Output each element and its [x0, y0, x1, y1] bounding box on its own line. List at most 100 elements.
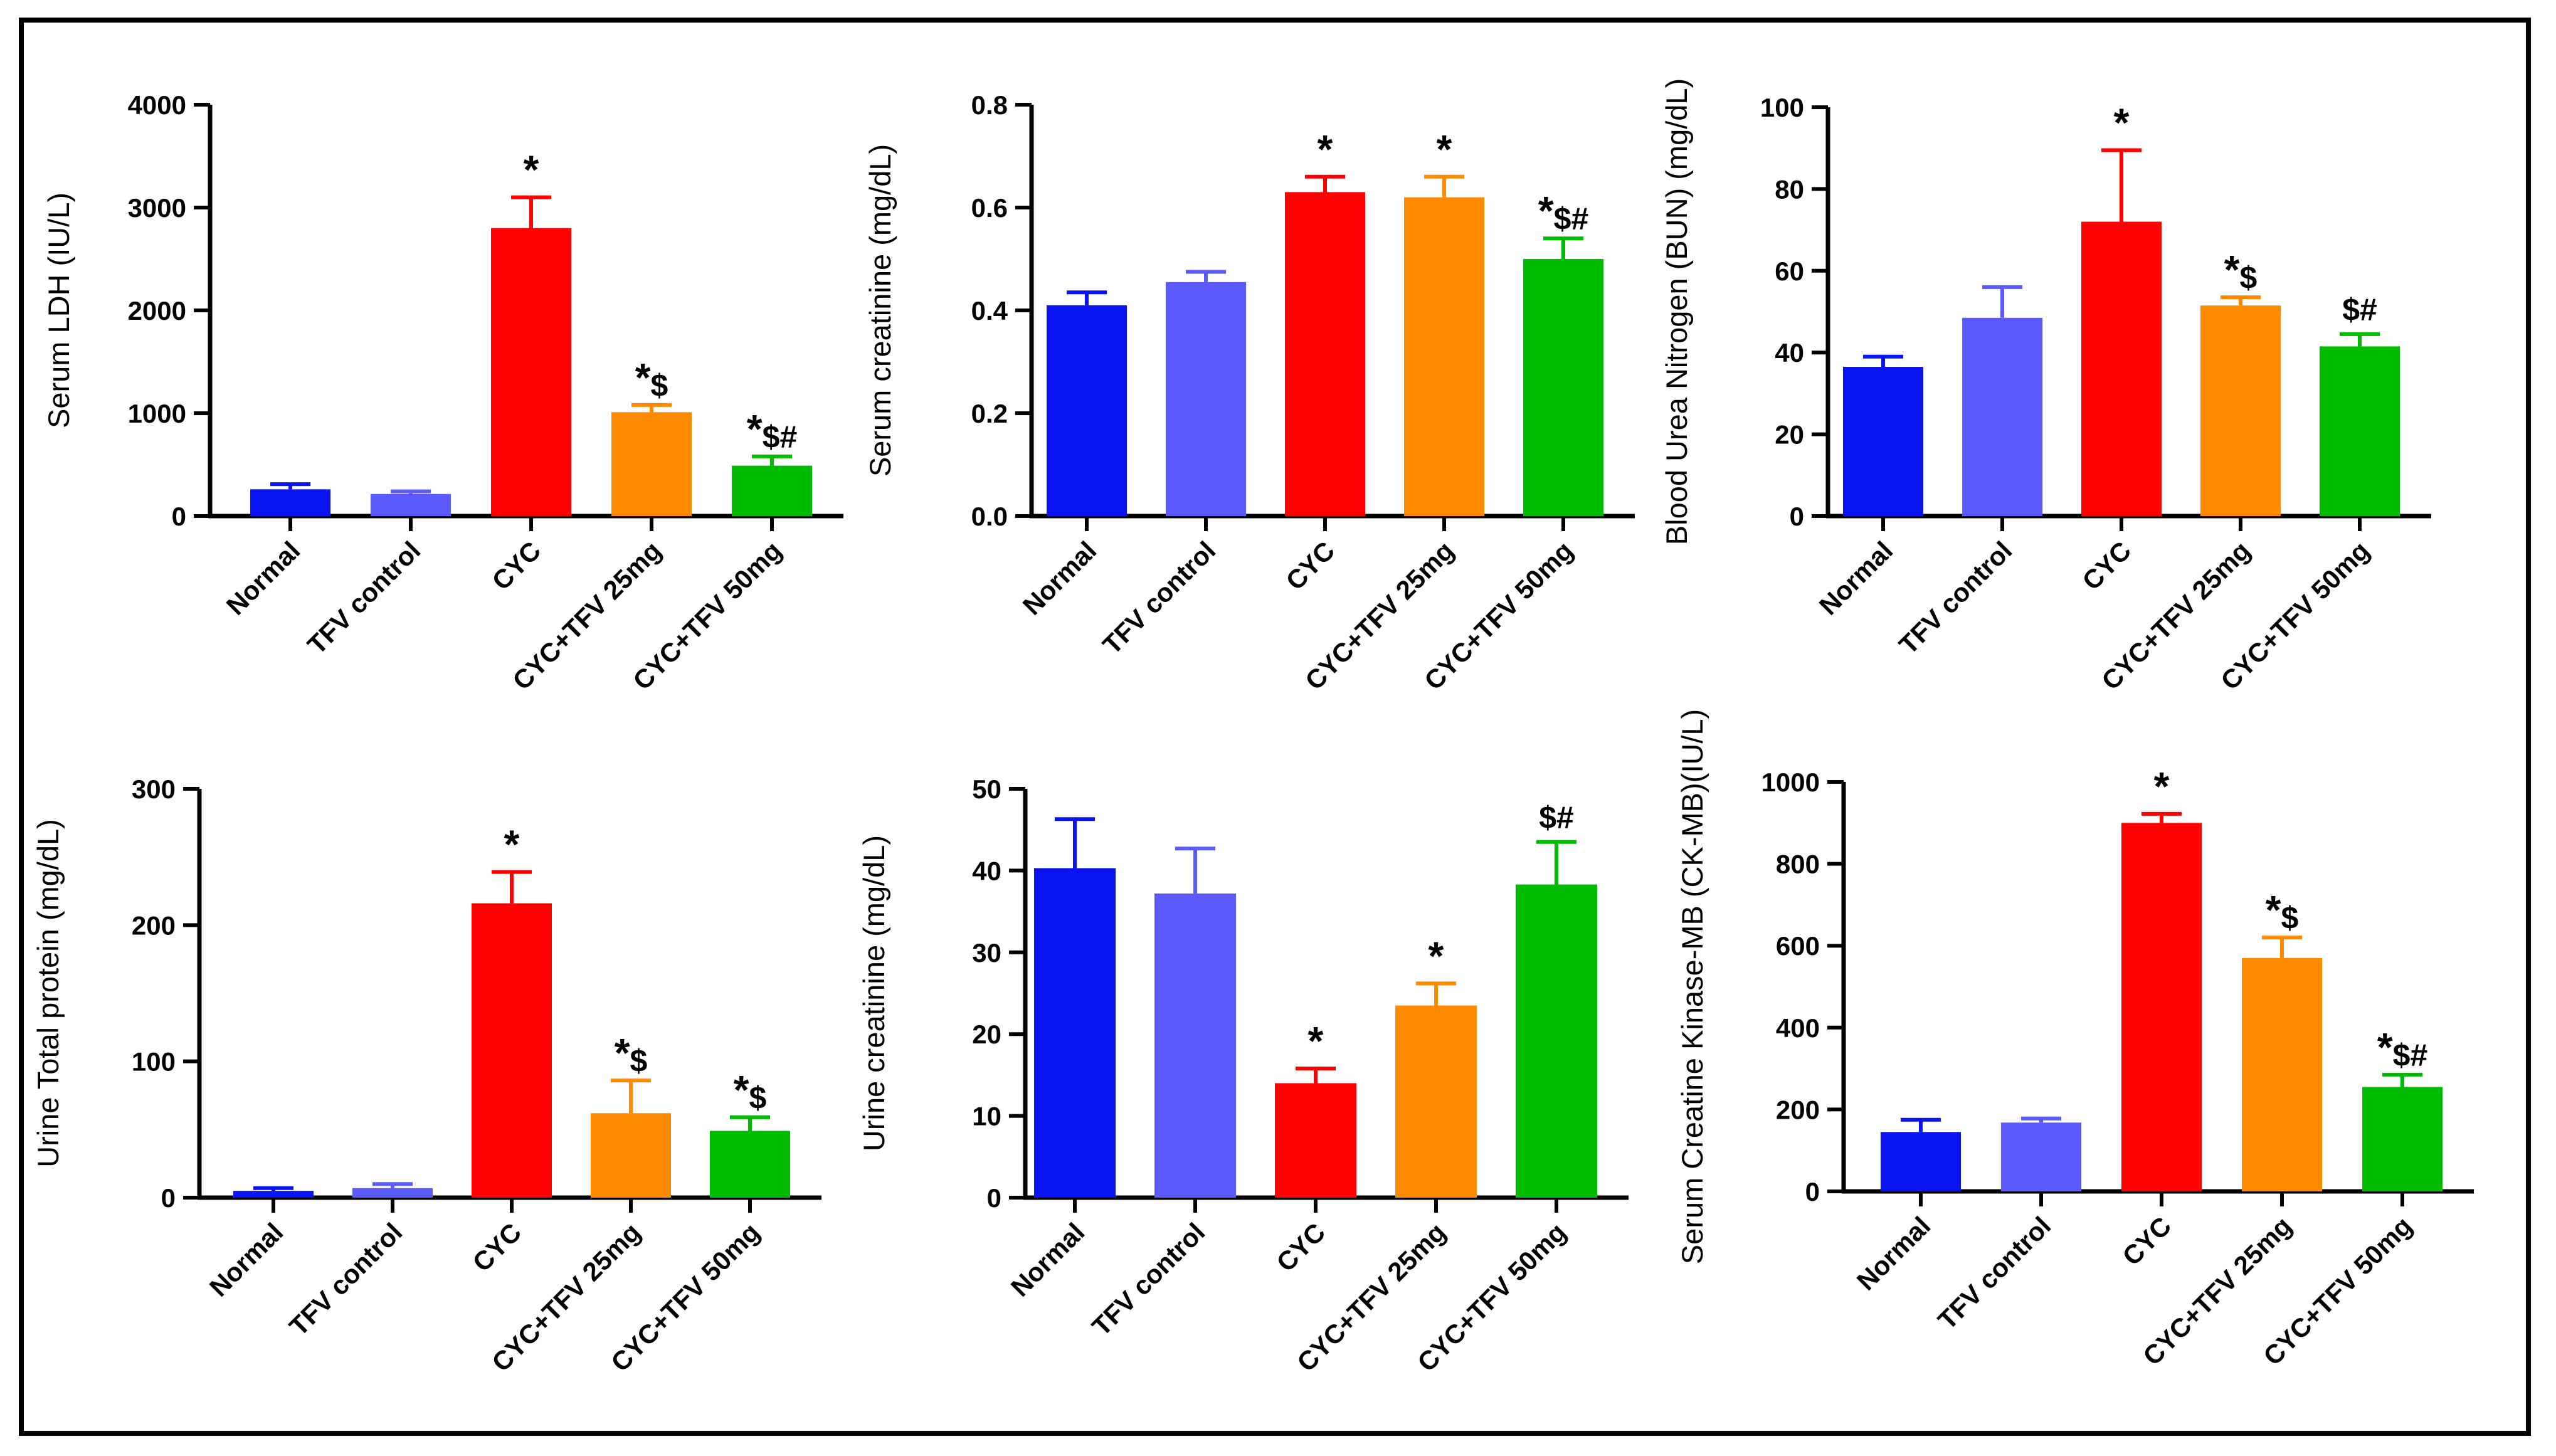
bar-normal — [250, 489, 330, 516]
y-tick-label: 0 — [161, 1183, 176, 1213]
x-category-label: CYC — [2076, 535, 2136, 596]
significance-annotation: * — [1429, 933, 1444, 978]
y-tick-label: 1000 — [1761, 768, 1820, 797]
x-category-label: Normal — [221, 535, 306, 621]
y-tick-label: 10 — [972, 1102, 1001, 1131]
x-category-label: CYC — [486, 535, 546, 596]
significance-annotation: *$ — [615, 1030, 648, 1079]
bar-cyc-tfv-25mg — [2242, 957, 2322, 1191]
bar-cyc — [1275, 1083, 1356, 1198]
y-axis-title: Blood Urea Nitrogen (BUN) (mg/dL) — [1660, 78, 1693, 545]
y-tick-label: 600 — [1776, 931, 1820, 961]
y-tick-label: 0 — [1805, 1177, 1820, 1206]
significance-annotation: *$ — [734, 1067, 767, 1116]
y-axis-title: Urine Total protein (mg/dL) — [31, 819, 65, 1168]
significance-annotation: *$# — [2377, 1025, 2428, 1073]
y-tick-label: 40 — [972, 856, 1001, 885]
y-tick-label: 0 — [987, 1183, 1001, 1213]
bar-cyc-tfv-25mg — [1395, 1005, 1477, 1198]
y-tick-label: 80 — [1775, 174, 1804, 204]
bar-tfv-control — [1154, 893, 1236, 1198]
y-tick-label: 300 — [132, 774, 176, 804]
bar-normal — [1034, 868, 1116, 1198]
bar-cyc-tfv-50mg — [2320, 346, 2400, 516]
bar-cyc-tfv-50mg — [2362, 1087, 2442, 1191]
bar-normal — [233, 1191, 314, 1198]
y-tick-label: 100 — [132, 1047, 176, 1077]
y-tick-label: 800 — [1776, 850, 1820, 879]
significance-annotation: * — [1308, 1018, 1324, 1063]
y-axis-title: Urine creatinine (mg/dL) — [857, 835, 890, 1151]
x-category-label: TFV control — [1097, 535, 1221, 660]
significance-annotation: * — [2154, 764, 2170, 809]
significance-annotation: $# — [2342, 292, 2377, 327]
bar-cyc-tfv-25mg — [2200, 305, 2281, 516]
x-category-label: TFV control — [283, 1217, 408, 1341]
bar-cyc-tfv-25mg — [1404, 197, 1484, 516]
bar-cyc — [2081, 221, 2162, 516]
y-axis-title: Serum LDH (IU/L) — [42, 193, 75, 428]
y-tick-label: 200 — [1776, 1095, 1820, 1124]
significance-annotation: * — [2114, 100, 2130, 145]
x-category-label: CYC — [1280, 535, 1340, 596]
y-tick-label: 0.4 — [971, 296, 1008, 325]
significance-annotation: *$ — [2266, 887, 2299, 936]
y-tick-label: 0 — [172, 502, 186, 531]
significance-annotation: *$ — [635, 355, 668, 403]
y-tick-label: 60 — [1775, 256, 1804, 286]
y-tick-label: 2000 — [128, 296, 186, 325]
y-tick-label: 20 — [972, 1020, 1001, 1049]
y-tick-label: 30 — [972, 938, 1001, 968]
significance-annotation: * — [1437, 127, 1452, 172]
bar-normal — [1047, 305, 1127, 516]
bar-cyc-tfv-50mg — [710, 1131, 790, 1198]
significance-annotation: * — [504, 822, 520, 867]
y-tick-label: 40 — [1775, 338, 1804, 367]
y-tick-label: 0.6 — [971, 193, 1008, 223]
x-category-label: Normal — [1017, 535, 1102, 621]
significance-annotation: $# — [1539, 800, 1574, 835]
bar-tfv-control — [352, 1188, 433, 1198]
chart-panel-1: 0 1000 2000 3000 4000 Serum LDH (IU/L) NormalT… — [42, 90, 843, 695]
significance-annotation: *$# — [1538, 188, 1589, 236]
bar-cyc-tfv-25mg — [591, 1113, 671, 1198]
bar-cyc — [491, 228, 571, 516]
significance-annotation: *$# — [747, 406, 798, 455]
bar-normal — [1881, 1132, 1961, 1191]
y-axis-title: Serum Creatine Kinase-MB (CK-MB)(IU/L) — [1676, 709, 1709, 1264]
significance-annotation: *$ — [2224, 247, 2258, 295]
x-category-label: TFV control — [302, 535, 426, 660]
bar-cyc-tfv-50mg — [732, 465, 812, 516]
x-category-label: TFV control — [1086, 1217, 1210, 1341]
y-tick-label: 20 — [1775, 420, 1804, 450]
bar-cyc-tfv-50mg — [1523, 259, 1603, 516]
chart-panel-3: 0 20 40 60 80 100 Blood Urea Nitrogen (BUN) (m… — [1660, 78, 2431, 695]
x-category-label: Normal — [1005, 1217, 1091, 1302]
x-category-label: Normal — [1814, 535, 1899, 621]
x-category-label: CYC — [2116, 1211, 2177, 1271]
x-category-label: TFV control — [1893, 535, 2017, 660]
bar-normal — [1843, 367, 1923, 516]
bar-tfv-control — [1166, 282, 1246, 516]
bar-tfv-control — [1962, 317, 2042, 516]
y-tick-label: 200 — [132, 910, 176, 940]
chart-panel-5: 0 10 20 30 40 50 Urine creatinine (mg/dL) Norma… — [857, 774, 1629, 1377]
y-axis-title: Serum creatinine (mg/dL) — [863, 144, 897, 477]
y-tick-label: 0.2 — [971, 399, 1008, 428]
y-tick-label: 4000 — [128, 90, 186, 120]
y-tick-label: 400 — [1776, 1013, 1820, 1043]
x-category-label: CYC — [467, 1217, 527, 1277]
y-tick-label: 3000 — [128, 193, 186, 223]
x-category-label: TFV control — [1932, 1211, 2056, 1335]
chart-panel-4: 0 100 200 300 Urine Total protein (mg/dL) Nor… — [31, 774, 821, 1377]
y-tick-label: 0.8 — [971, 90, 1008, 120]
x-category-label: Normal — [1851, 1211, 1936, 1296]
bar-tfv-control — [371, 493, 451, 516]
x-category-label: CYC — [1270, 1217, 1331, 1277]
x-category-label: Normal — [204, 1217, 289, 1302]
bar-cyc — [2121, 823, 2202, 1191]
significance-annotation: * — [1318, 127, 1333, 172]
bar-cyc-tfv-25mg — [611, 412, 692, 516]
chart-panel-6: 0 200 400 600 800 1000 Serum Creatine Kinase-M… — [1676, 709, 2474, 1371]
